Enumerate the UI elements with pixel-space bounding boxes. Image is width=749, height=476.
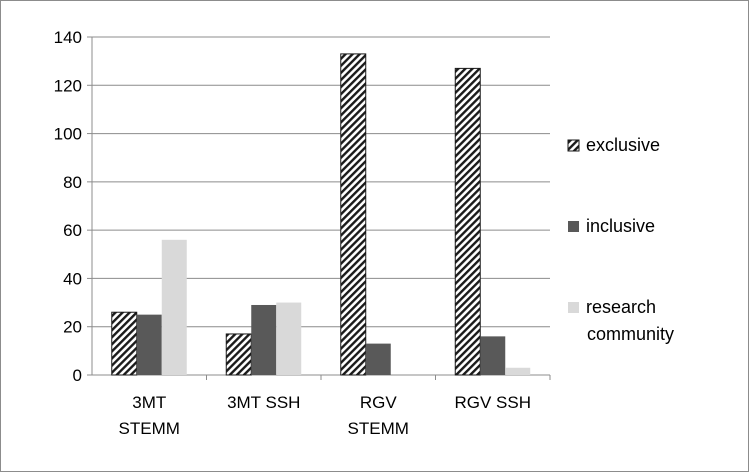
legend-swatch-research-community: [568, 302, 579, 313]
y-tick-labels: 0 20 40 60 80 100 120 140: [54, 28, 82, 385]
x-tick-label: 3MT STEMM: [119, 393, 180, 438]
y-tick-label: 100: [54, 125, 82, 144]
legend-label: research community: [586, 297, 674, 344]
legend-label: inclusive: [586, 216, 655, 236]
bar-inclusive: [480, 336, 506, 375]
bar-exclusive: [225, 333, 252, 376]
gridlines: [92, 36, 550, 328]
legend: exclusive inclusive research community: [567, 135, 674, 344]
legend-label: exclusive: [586, 135, 660, 155]
x-tick-label: 3MT SSH: [227, 393, 300, 412]
bar-research-community: [161, 239, 187, 375]
y-tick-label: 140: [54, 28, 82, 47]
bar-inclusive: [365, 343, 391, 375]
y-tick-label: 80: [63, 173, 82, 192]
x-tick-label: RGV SSH: [454, 393, 531, 412]
bar-research-community: [276, 302, 302, 375]
legend-swatch-inclusive: [568, 221, 579, 232]
bar-exclusive: [454, 67, 481, 376]
bars: [111, 53, 531, 376]
bar-exclusive: [340, 53, 367, 376]
legend-swatch-exclusive: [567, 139, 580, 152]
y-tick-label: 40: [63, 269, 82, 288]
bar-exclusive: [111, 311, 138, 376]
bar-inclusive: [251, 304, 277, 375]
y-tick-label: 60: [63, 221, 82, 240]
bar-inclusive: [136, 314, 162, 375]
bar-research-community: [505, 367, 531, 375]
x-tick-label: RGV STEMM: [348, 393, 409, 438]
y-tick-label: 20: [63, 318, 82, 337]
x-tick-labels: 3MT STEMM 3MT SSH RGV STEMM RGV SSH: [119, 393, 531, 438]
y-tick-label: 0: [73, 366, 82, 385]
y-tick-label: 120: [54, 76, 82, 95]
